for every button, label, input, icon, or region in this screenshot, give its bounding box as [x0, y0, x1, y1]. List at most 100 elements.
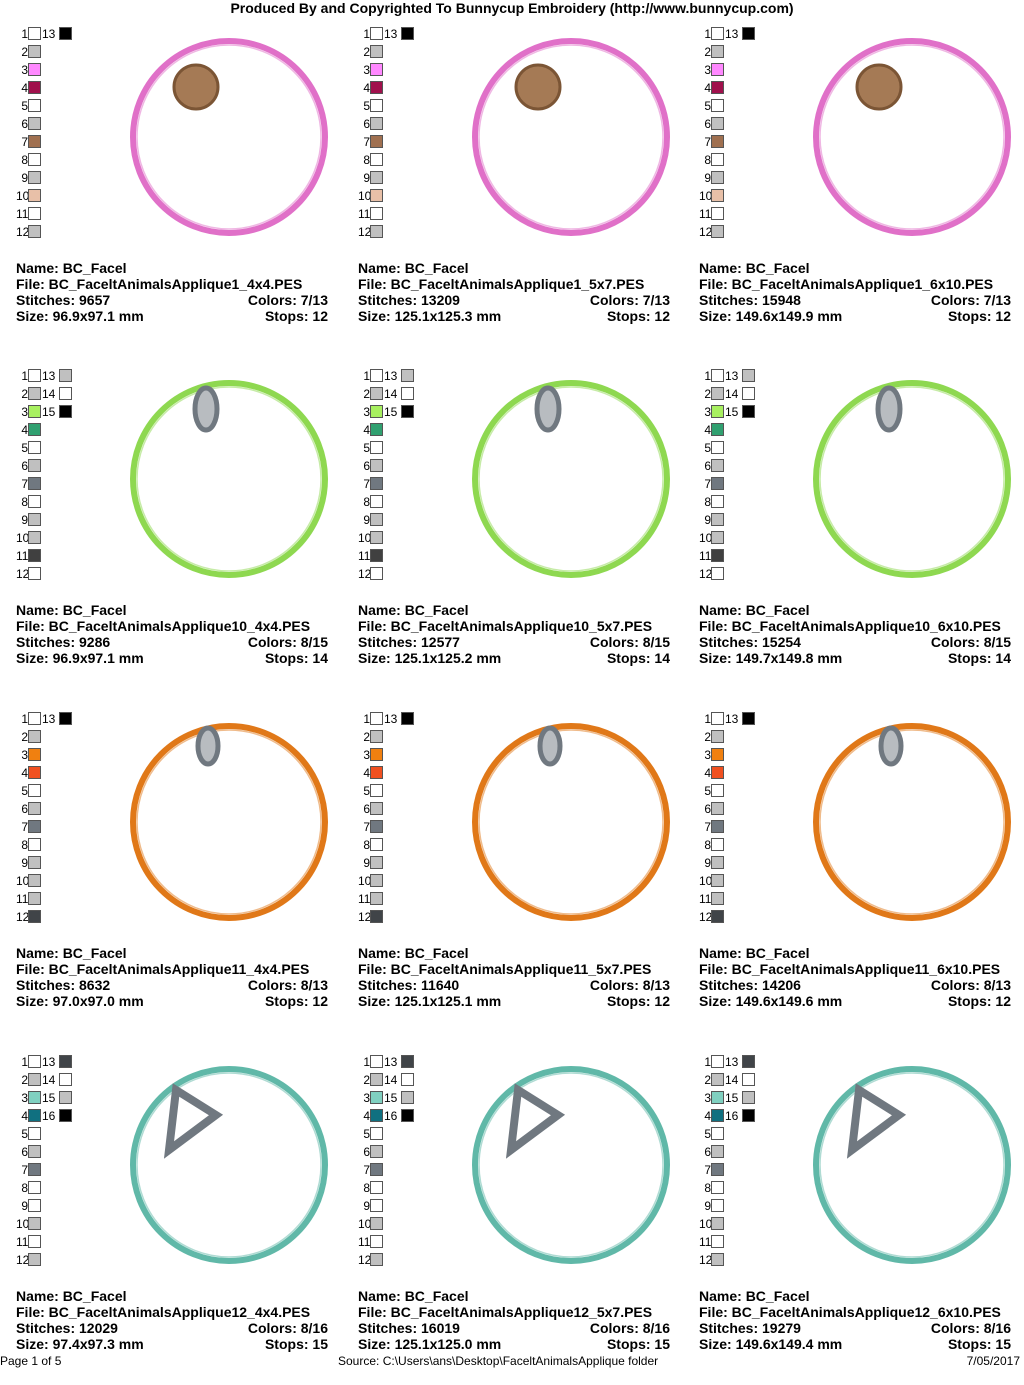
swatch-row: 8 [699, 838, 724, 852]
color-swatch [711, 369, 724, 382]
applique-ring [813, 380, 1011, 578]
info-left-group: Size: 125.1x125.1 mm [358, 993, 501, 1009]
info-row: Name: BC_Facel [16, 1288, 328, 1304]
swatch-number: 7 [21, 1163, 28, 1177]
swatch-row: 5 [16, 441, 41, 455]
swatch-row: 10 [699, 531, 724, 545]
info-row: Stitches: 12577 Colors: 8/15 [358, 634, 670, 650]
color-swatch [28, 45, 41, 58]
design-name: BC_Facel [62, 945, 127, 961]
color-swatch [28, 1235, 41, 1248]
color-swatch [28, 99, 41, 112]
swatch-number: 7 [704, 1163, 711, 1177]
size-label: Size: [699, 993, 732, 1009]
size-label: Size: [699, 650, 732, 666]
color-swatch [28, 1091, 41, 1104]
swatch-number: 10 [16, 189, 30, 203]
color-swatch [401, 405, 414, 418]
color-count: 8/15 [642, 634, 670, 650]
swatch-number: 10 [699, 874, 713, 888]
swatch-row: 7 [358, 135, 383, 149]
swatch-row: 9 [16, 1199, 41, 1213]
color-swatch [28, 477, 41, 490]
design-name: BC_Facel [62, 1288, 127, 1304]
swatch-number: 12 [358, 1253, 372, 1267]
swatch-row: 6 [358, 459, 383, 473]
colors-label: Colors: [930, 977, 980, 993]
design-card: 1 13 2 14 3 15 4 5 6 7 8 9 10 11 12 Name: BC_Facel File… [699, 369, 1024, 699]
swatch-row: 2 14 [16, 1073, 72, 1087]
info-right-group: Stops: 14 [607, 650, 670, 666]
stops-label: Stops: [606, 308, 651, 324]
swatch-row: 7 [358, 477, 383, 491]
design-info: Name: BC_Facel File: BC_FaceltAnimalsAppl… [16, 260, 328, 324]
color-swatch [28, 784, 41, 797]
color-count: 7/13 [300, 292, 328, 308]
design-name-label: Name: [16, 260, 59, 276]
color-swatch [28, 1199, 41, 1212]
swatch-number: 2 [21, 730, 28, 744]
colors-label: Colors: [930, 1320, 980, 1336]
swatch-row: 6 [699, 802, 724, 816]
design-info: Name: BC_Facel File: BC_FaceltAnimalsAppl… [358, 260, 670, 324]
swatch-row: 12 [699, 1253, 724, 1267]
color-swatch [28, 820, 41, 833]
color-swatch [742, 712, 755, 725]
swatch-row: 12 [699, 910, 724, 924]
stitch-count: 14206 [762, 977, 801, 993]
design-info: Name: BC_Facel File: BC_FaceltAnimalsAppl… [16, 1288, 328, 1352]
color-count: 8/16 [300, 1320, 328, 1336]
info-row: Size: 96.9x97.1 mm Stops: 14 [16, 650, 328, 666]
color-swatch [711, 513, 724, 526]
info-left-group: Name: BC_Facel [699, 1288, 810, 1304]
swatch-number: 9 [704, 513, 711, 527]
design-name: BC_Facel [62, 602, 127, 618]
swatch-row: 5 [358, 99, 383, 113]
color-swatch [370, 1253, 383, 1266]
swatch-number: 2 [704, 387, 711, 401]
design-info: Name: BC_Facel File: BC_FaceltAnimalsAppl… [699, 1288, 1011, 1352]
swatch-number: 6 [21, 459, 28, 473]
info-row: File: BC_FaceltAnimalsApplique1_6x10.PES [699, 276, 1011, 292]
swatch-row: 9 [16, 856, 41, 870]
color-swatch [711, 1235, 724, 1248]
info-left-group: Stitches: 13209 [358, 292, 460, 308]
swatch-number: 8 [21, 153, 28, 167]
swatch-row: 9 [699, 856, 724, 870]
swatch-number: 9 [21, 171, 28, 185]
color-swatch [370, 225, 383, 238]
stop-count: 15 [654, 1336, 670, 1352]
swatch-number: 10 [699, 189, 713, 203]
swatch-row: 3 15 [358, 1091, 414, 1105]
color-swatch [711, 477, 724, 490]
swatch-number: 5 [363, 784, 370, 798]
color-swatch [28, 874, 41, 887]
design-name-label: Name: [16, 945, 59, 961]
color-swatch [28, 567, 41, 580]
swatch-number: 6 [704, 1145, 711, 1159]
swatch-number: 2 [363, 45, 370, 59]
swatch-number: 15 [42, 405, 56, 419]
swatch-row: 11 [358, 892, 383, 906]
color-swatch [28, 1055, 41, 1068]
color-swatch [711, 766, 724, 779]
applique-ring [472, 723, 670, 921]
swatch-number: 15 [42, 1091, 56, 1105]
colors-label: Colors: [589, 634, 639, 650]
design-card: 1 13 2 3 4 5 6 7 8 9 10 11 12 Name: BC_Facel File: BC… [699, 712, 1024, 1042]
color-swatch [28, 387, 41, 400]
info-left-group: Size: 149.6x149.9 mm [699, 308, 842, 324]
color-swatch [370, 1091, 383, 1104]
swatch-row: 5 [16, 784, 41, 798]
swatch-row: 10 [699, 874, 724, 888]
info-right-group: Stops: 15 [948, 1336, 1011, 1352]
color-swatch [711, 820, 724, 833]
swatch-row: 10 [358, 874, 383, 888]
info-row: File: BC_FaceltAnimalsApplique10_5x7.PES [358, 618, 670, 634]
swatch-row: 4 [699, 766, 724, 780]
color-swatch [370, 531, 383, 544]
print-date: 7/05/2017 [966, 1354, 1020, 1368]
swatch-number: 3 [704, 1091, 711, 1105]
design-card: 1 13 2 14 3 15 4 5 6 7 8 9 10 11 12 Name: BC_Facel File… [16, 369, 346, 699]
swatch-row: 8 [699, 495, 724, 509]
